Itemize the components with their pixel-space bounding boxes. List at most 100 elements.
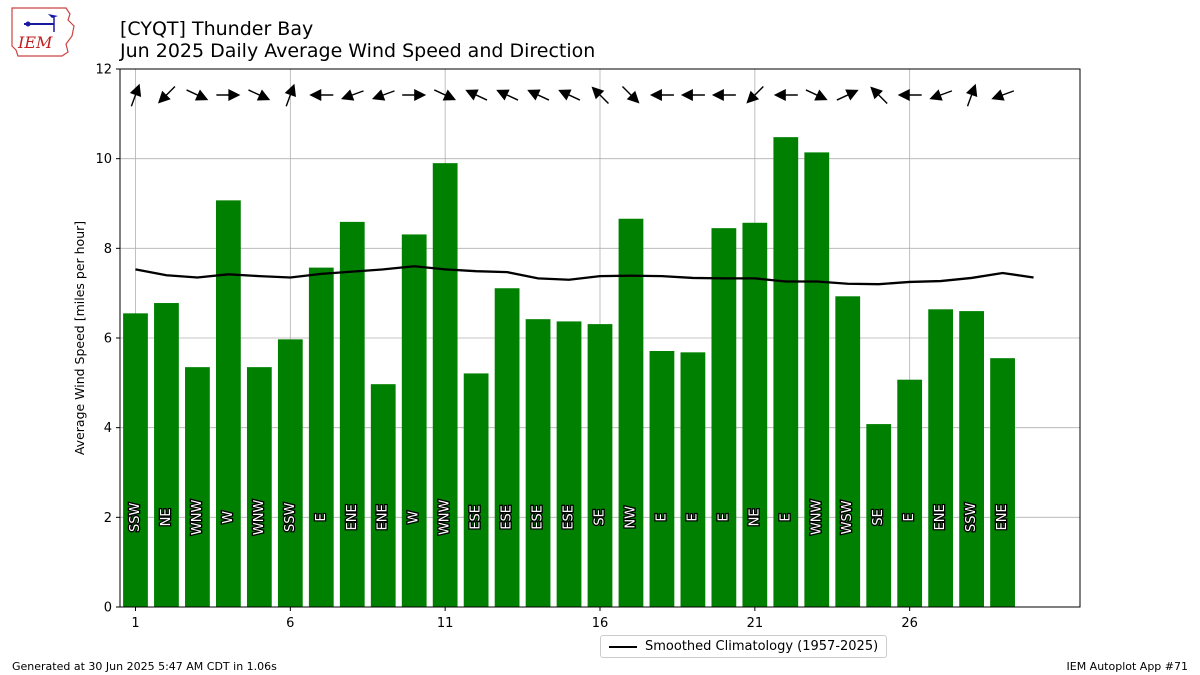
climatology-line-group [135,265,1034,286]
wind-arrow-shaft [565,92,581,101]
wind-arrow-day-18 [649,89,674,101]
direction-label-day-1: SSW [128,503,143,533]
bar-day-15 [556,321,582,607]
direction-label-day-11: WNW [438,499,453,535]
wind-arrow-day-26 [897,89,922,101]
x-tick-label: 6 [286,616,294,631]
wind-arrow-day-17 [621,86,640,104]
bar-day-2 [154,303,179,607]
wind-arrow-day-12 [465,89,488,101]
wind-arrow-day-27 [929,89,953,101]
direction-label-day-13: ESE [500,505,515,530]
wind-arrow-head [442,89,457,101]
wind-arrow-day-8 [340,89,364,101]
wind-arrow-shaft [534,92,550,101]
bar-day-16 [587,324,613,607]
direction-label-day-4: W [221,511,236,524]
y-axis-label: Average Wind Speed [miles per hour] [72,221,87,455]
direction-label-day-20: E [716,513,731,521]
wind-arrow-shaft [163,86,176,99]
x-tick-label: 11 [437,616,454,631]
wind-arrow-shaft [379,90,395,98]
wind-arrow-head [897,89,910,101]
direction-label-day-2: NE [159,508,174,526]
bars [123,137,1015,608]
wind-arrow-head [870,86,883,100]
bar-day-4 [216,200,241,607]
bar-day-25 [866,424,892,607]
wind-arrow-day-3 [186,89,209,101]
direction-label-day-29: ENE [995,504,1010,530]
wind-arrow-head [929,89,943,101]
wind-arrow-day-20 [711,89,736,101]
wind-arrow-day-21 [746,86,764,104]
wind-arrow-head [194,89,209,101]
x-tick-label: 26 [901,616,918,631]
wind-arrow-day-10 [402,89,427,101]
bar-day-27 [928,309,954,607]
chart-title-line2: Jun 2025 Daily Average Wind Speed and Di… [120,40,596,62]
wind-arrow-shaft [348,90,364,98]
direction-label-day-25: SE [871,509,886,525]
legend-label: Smoothed Climatology (1957-2025) [645,639,879,654]
direction-label-day-26: E [902,513,917,521]
bar-day-13 [494,288,520,607]
wind-arrow-day-2 [157,86,176,104]
direction-label-day-28: SSW [964,503,979,533]
wind-arrow-head [228,89,241,101]
wind-arrow-head [558,89,572,101]
x-tick-label: 21 [747,616,764,631]
bar-day-6 [277,339,303,607]
wind-arrow-day-4 [216,89,241,101]
wind-arrow-head [414,89,427,101]
wind-arrow-head [465,89,479,101]
bar-day-24 [835,296,861,607]
wind-arrow-shaft [936,90,953,98]
y-tick-label: 2 [104,511,112,526]
iem-logo: IEM [11,7,75,57]
direction-label-day-23: WNW [809,499,824,535]
wind-arrow-shaft [130,91,138,107]
wind-arrow-day-29 [991,89,1015,101]
direction-label-day-14: ESE [531,505,546,530]
bar-day-3 [185,367,210,607]
bar-day-5 [246,367,272,607]
wind-arrow-head [371,89,386,101]
wind-arrow-shaft [433,89,450,98]
x-tick-label: 16 [592,616,609,631]
wind-arrow-head [991,89,1005,101]
wind-arrow-day-1 [129,83,142,107]
wind-arrow-head [496,89,510,101]
direction-label-day-15: ESE [562,505,577,530]
bar-day-21 [742,222,768,608]
wind-arrow-shaft [998,90,1015,98]
wind-arrow-head [711,89,724,101]
wind-arrow-head [157,90,171,104]
direction-label-day-3: WNW [190,499,205,535]
direction-label-day-6: SSW [283,503,298,533]
wind-arrow-head [845,89,859,101]
direction-label-day-24: WSW [840,500,855,534]
wind-arrow-head [340,89,355,101]
wind-arrow-shaft [285,91,293,107]
wind-arrow-head [527,89,541,101]
bar-day-8 [339,221,365,608]
wind-arrow-head [814,89,828,101]
direction-label-day-8: ENE [345,504,360,530]
wind-arrow-head [746,90,760,104]
legend-line-swatch [609,645,637,648]
y-tick-label: 8 [104,242,112,257]
wind-arrow-day-11 [433,89,457,101]
y-tick-label: 6 [104,332,112,347]
bar-day-10 [401,234,427,607]
legend: Smoothed Climatology (1957-2025) [600,635,888,658]
x-tick-label: 1 [131,616,139,631]
wind-arrow-day-6 [284,83,296,107]
wind-arrow-day-28 [965,83,978,107]
wind-arrow-shaft [751,86,764,99]
direction-label-day-21: NE [747,508,762,526]
direction-label-day-17: NW [623,506,638,529]
wind-arrow-shaft [621,86,635,99]
